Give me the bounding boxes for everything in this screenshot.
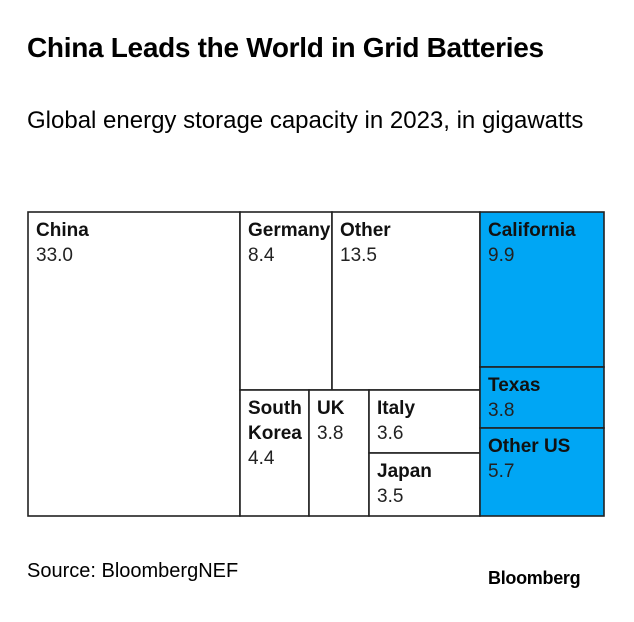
- tile-label-italy: Italy: [377, 398, 415, 419]
- tile-south-korea: South Korea 4.4: [239, 389, 310, 517]
- tile-japan: Japan 3.5: [368, 452, 481, 517]
- tile-value-china: 33.0: [36, 245, 73, 266]
- tile-rect-other: [331, 211, 481, 391]
- tile-value-italy: 3.6: [377, 423, 403, 444]
- tile-value-uk: 3.8: [317, 423, 343, 444]
- tile-value-germany: 8.4: [248, 245, 275, 266]
- tile-label-south-korea: South: [248, 398, 302, 419]
- bloomberg-logo: Bloomberg: [488, 568, 581, 588]
- tile-rect-california: [479, 211, 605, 368]
- chart-subtitle: Global energy storage capacity in 2023, …: [27, 107, 584, 134]
- tile-rect-uk: [308, 389, 370, 517]
- tile-rect-other-us: [479, 427, 605, 517]
- tile-other-us: Other US 5.7: [479, 427, 605, 517]
- tile-rect-japan: [368, 452, 481, 517]
- tile-label-other-us: Other US: [488, 436, 570, 457]
- tile-label-california: California: [488, 220, 576, 241]
- tile-label-uk: UK: [317, 398, 345, 419]
- tile-value-japan: 3.5: [377, 486, 403, 507]
- chart-title: China Leads the World in Grid Batteries: [27, 32, 544, 63]
- tile-california: California 9.9: [479, 211, 605, 368]
- tile-rect-south-korea: [239, 389, 310, 517]
- tile-rect-italy: [368, 389, 481, 454]
- tile-other: Other 13.5: [331, 211, 481, 391]
- tile-label-germany: Germany: [248, 220, 331, 241]
- source-note: Source: BloombergNEF: [27, 560, 239, 582]
- tile-value-california: 9.9: [488, 245, 514, 266]
- tile-china: China 33.0: [27, 211, 241, 517]
- tile-label-texas: Texas: [488, 375, 540, 396]
- tile-value-south-korea: 4.4: [248, 448, 275, 469]
- tile-label-other: Other: [340, 220, 391, 241]
- tile-value-other: 13.5: [340, 245, 377, 266]
- tile-texas: Texas 3.8: [479, 366, 605, 429]
- tile-label-south-korea: Korea: [248, 423, 302, 444]
- tile-germany: Germany 8.4: [239, 211, 333, 391]
- tile-label-japan: Japan: [377, 461, 432, 482]
- tile-uk: UK 3.8: [308, 389, 370, 517]
- tile-italy: Italy 3.6: [368, 389, 481, 454]
- tile-label-china: China: [36, 220, 89, 241]
- tile-value-texas: 3.8: [488, 400, 514, 421]
- tile-rect-china: [27, 211, 241, 517]
- tile-value-other-us: 5.7: [488, 461, 514, 482]
